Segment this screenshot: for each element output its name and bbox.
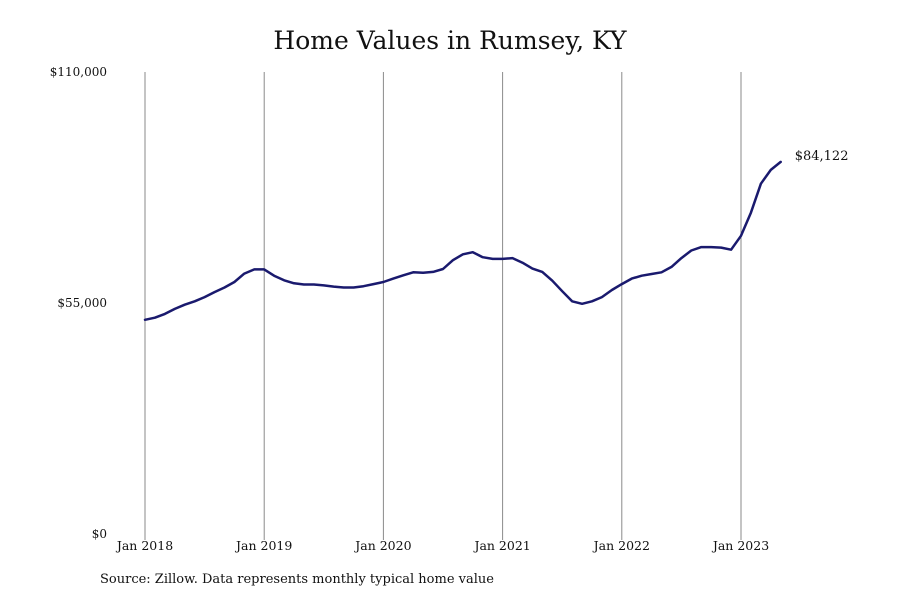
x-tick-label: Jan 2018	[115, 538, 173, 553]
x-tick-label: Jan 2020	[353, 538, 411, 553]
x-tick-label: Jan 2021	[472, 538, 530, 553]
end-value-label: $84,122	[795, 149, 849, 164]
y-tick-label: $55,000	[57, 296, 107, 310]
x-tick-label: Jan 2022	[592, 538, 650, 553]
y-axis-ticks: $0 $55,000 $110,000	[50, 65, 107, 541]
chart-title: Home Values in Rumsey, KY	[273, 26, 627, 55]
x-tick-label: Jan 2023	[711, 538, 769, 553]
grid-lines	[144, 72, 742, 540]
series-line	[143, 160, 782, 322]
y-tick-label: $0	[92, 527, 107, 541]
y-tick-label: $110,000	[50, 65, 107, 79]
source-note: Source: Zillow. Data represents monthly …	[100, 572, 494, 587]
x-axis-ticks: Jan 2018 Jan 2019 Jan 2020 Jan 2021 Jan 2022…	[115, 538, 769, 553]
x-tick-label: Jan 2019	[234, 538, 292, 553]
